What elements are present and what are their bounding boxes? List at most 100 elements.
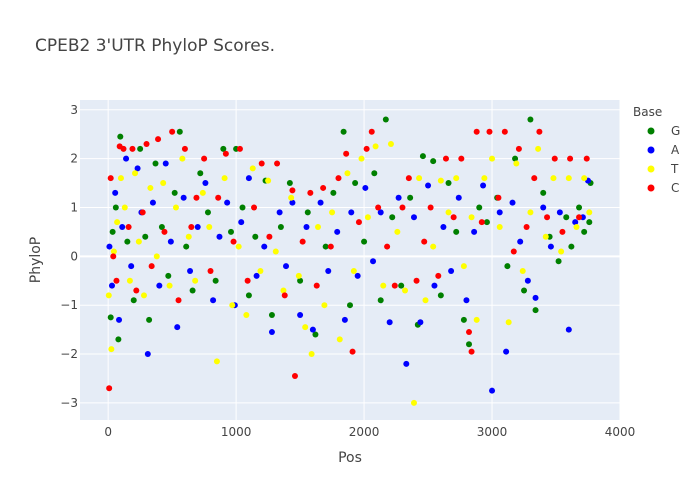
data-point (568, 243, 575, 250)
data-point (146, 316, 153, 323)
data-points (105, 116, 594, 406)
data-point (261, 243, 268, 250)
data-point (212, 277, 219, 284)
data-point (113, 277, 120, 284)
data-point (442, 155, 449, 162)
data-point (243, 311, 250, 318)
data-point (106, 385, 113, 392)
data-point (419, 153, 426, 160)
data-point (216, 233, 223, 240)
data-point (143, 140, 150, 147)
legend-item-G[interactable]: G (647, 124, 681, 138)
data-point (215, 194, 222, 201)
y-tick-label: −1 (60, 298, 78, 312)
data-point (257, 267, 264, 274)
data-point (227, 228, 234, 235)
data-point (551, 155, 558, 162)
data-point (386, 319, 393, 326)
legend-label: T (670, 162, 679, 176)
data-point (244, 277, 251, 284)
data-point (427, 204, 434, 211)
data-point (581, 175, 588, 182)
data-point (126, 277, 133, 284)
data-point (399, 204, 406, 211)
data-point (448, 267, 455, 274)
data-point (117, 175, 124, 182)
data-point (297, 311, 304, 318)
data-point (124, 238, 131, 245)
data-point (156, 282, 163, 289)
data-point (531, 175, 538, 182)
data-point (398, 282, 405, 289)
data-point (466, 329, 473, 336)
data-point (188, 224, 195, 231)
data-point (403, 360, 410, 367)
data-point (147, 184, 154, 191)
legend-item-A[interactable]: A (647, 143, 681, 157)
data-point (204, 209, 211, 216)
data-point (221, 175, 228, 182)
data-point (335, 175, 342, 182)
y-tick-label: 0 (70, 249, 78, 263)
data-point (496, 209, 503, 216)
data-point (372, 143, 379, 150)
tick-labels: 0 1000 2000 3000 4000 −3 −2 −1 0 1 2 3 (60, 103, 635, 439)
data-point (347, 302, 353, 309)
data-point (402, 287, 409, 294)
legend-title: Base (633, 105, 662, 119)
data-point (276, 209, 283, 216)
data-point (391, 282, 398, 289)
data-point (181, 145, 188, 152)
data-point (460, 316, 467, 323)
data-point (137, 145, 144, 152)
data-point (430, 243, 437, 250)
data-point (466, 341, 473, 348)
legend-marker (647, 165, 655, 173)
data-point (253, 272, 260, 279)
data-point (192, 277, 199, 284)
data-point (348, 209, 355, 216)
data-point (107, 314, 114, 321)
data-point (149, 199, 156, 206)
data-point (413, 277, 420, 284)
data-point (352, 180, 359, 187)
data-point (169, 128, 176, 135)
data-point (160, 180, 167, 187)
data-point (417, 319, 424, 326)
data-point (343, 150, 350, 157)
data-point (238, 219, 245, 226)
legend-item-T[interactable]: T (647, 162, 680, 176)
data-point (495, 194, 502, 201)
data-point (559, 228, 566, 235)
data-point (532, 294, 539, 301)
data-point (565, 175, 572, 182)
data-point (483, 219, 490, 226)
data-point (355, 219, 362, 226)
data-point (133, 287, 140, 294)
chart-title: CPEB2 3'UTR PhyloP Scores. (35, 36, 275, 56)
data-point (453, 175, 460, 182)
data-point (542, 233, 549, 240)
data-point (535, 145, 542, 152)
x-axis-label: Pos (338, 450, 362, 466)
data-point (174, 324, 181, 331)
legend-label: G (671, 124, 680, 138)
data-point (108, 282, 115, 289)
data-point (120, 145, 127, 152)
data-point (144, 351, 151, 358)
data-point (302, 324, 309, 331)
data-point (297, 277, 304, 284)
data-point (176, 128, 183, 135)
x-tick-label: 1000 (221, 425, 252, 439)
data-point (317, 199, 324, 206)
data-point (106, 243, 113, 250)
data-point (116, 316, 123, 323)
data-point (473, 316, 480, 323)
legend-item-C[interactable]: C (647, 181, 680, 195)
data-point (202, 180, 209, 187)
data-point (437, 292, 444, 299)
data-point (252, 233, 259, 240)
data-point (532, 307, 539, 314)
